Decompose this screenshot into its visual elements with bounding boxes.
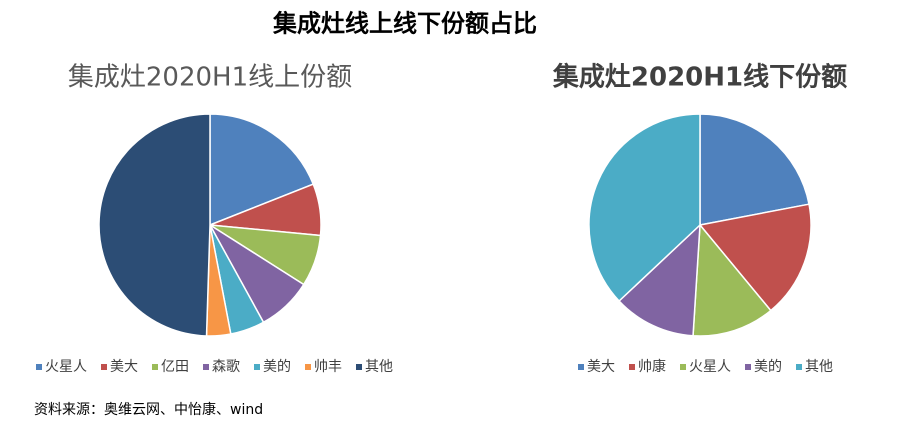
legend-swatch <box>680 364 686 370</box>
legend-swatch <box>36 364 42 370</box>
legend-label: 森歌 <box>212 359 240 375</box>
legend-swatch <box>578 364 584 370</box>
source-note: 资料来源：奥维云网、中怡康、wind <box>34 401 263 418</box>
legend-label: 帅康 <box>638 358 666 375</box>
legend-label: 美的 <box>263 359 291 375</box>
legend-label: 火星人 <box>45 359 87 375</box>
legend-swatch <box>796 364 802 370</box>
pie-slice <box>699 113 810 226</box>
legend-swatch <box>203 364 209 370</box>
legend-label: 美大 <box>110 359 138 375</box>
legend-label: 火星人 <box>689 359 731 375</box>
legend-swatch <box>745 364 751 370</box>
pie-slice <box>209 113 315 227</box>
legend-label: 亿田 <box>161 359 189 375</box>
legend-swatch <box>305 364 311 370</box>
pie-slice <box>618 223 701 337</box>
legend-label: 帅丰 <box>314 359 342 375</box>
chart-title: 集成灶2020H1线下份额 <box>552 62 847 93</box>
legend-swatch <box>629 364 635 370</box>
pie-slice <box>692 223 772 337</box>
chart-title: 集成灶2020H1线上份额 <box>68 63 352 93</box>
legend-swatch <box>356 364 362 370</box>
legend-swatch <box>101 364 107 370</box>
legend-label: 其他 <box>365 359 393 375</box>
pie-slice <box>698 203 812 312</box>
legend-label: 美的 <box>754 359 782 375</box>
legend-swatch <box>254 364 260 370</box>
legend-swatch <box>152 364 158 370</box>
pie-slice <box>98 113 211 337</box>
main-title: 集成灶线上线下份额占比 <box>272 9 537 38</box>
legend-label: 美大 <box>587 359 615 375</box>
pie-slice <box>588 113 701 303</box>
legend-label: 其他 <box>805 359 833 375</box>
